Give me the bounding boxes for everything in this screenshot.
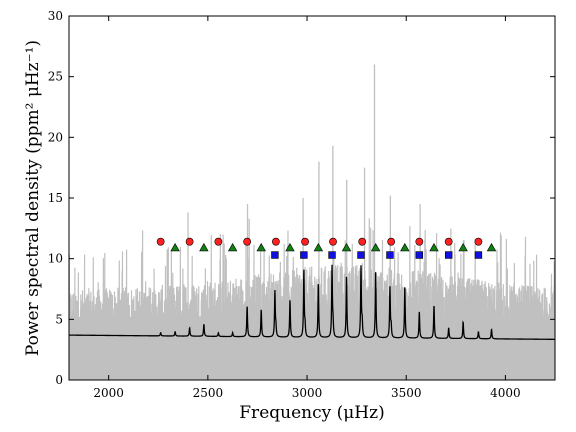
triangle-marker bbox=[313, 242, 324, 252]
square-marker bbox=[357, 251, 365, 259]
y-tick-label: 10 bbox=[48, 252, 63, 266]
y-tick-label: 20 bbox=[48, 130, 63, 144]
circle-marker bbox=[301, 237, 309, 246]
circle-marker bbox=[474, 237, 483, 246]
square-marker bbox=[300, 251, 308, 259]
y-tick-label: 5 bbox=[55, 312, 63, 326]
x-tick-label: 3500 bbox=[391, 386, 422, 400]
circle-marker bbox=[156, 237, 165, 246]
y-tick-label: 30 bbox=[48, 9, 63, 23]
triangle-marker bbox=[170, 242, 180, 252]
x-tick-label: 2000 bbox=[93, 386, 124, 400]
triangle-marker bbox=[227, 242, 238, 252]
square-marker bbox=[444, 251, 453, 259]
smoothed-spectrum-trace bbox=[69, 264, 555, 340]
triangle-marker bbox=[458, 242, 468, 252]
circle-marker bbox=[185, 237, 194, 246]
square-marker bbox=[474, 251, 483, 259]
square-marker bbox=[328, 251, 336, 259]
axis-ticks: 2000 2500 3000 3500 4000 0 5 10 15 20 25 30 bbox=[48, 9, 555, 400]
circle-marker bbox=[415, 237, 424, 246]
smoothed-spectrum bbox=[69, 264, 555, 340]
y-tick-label: 0 bbox=[55, 373, 63, 387]
circle-marker bbox=[329, 237, 337, 246]
square-marker bbox=[386, 251, 394, 259]
triangle-marker bbox=[199, 242, 209, 252]
y-tick-label: 25 bbox=[48, 70, 63, 84]
circle-marker bbox=[243, 237, 252, 246]
square-marker bbox=[415, 251, 424, 259]
triangle-marker bbox=[400, 242, 410, 252]
triangle-marker bbox=[429, 242, 439, 252]
x-tick-label: 3000 bbox=[292, 386, 323, 400]
triangle-marker bbox=[256, 242, 266, 252]
raw-spectrum-fill bbox=[69, 316, 555, 380]
y-tick-label: 15 bbox=[48, 191, 63, 205]
triangle-marker bbox=[285, 242, 295, 252]
circle-marker bbox=[358, 237, 367, 246]
mode-markers bbox=[156, 237, 497, 259]
triangle-marker bbox=[341, 242, 352, 252]
x-tick-label: 4000 bbox=[490, 386, 521, 400]
circle-marker bbox=[214, 237, 223, 246]
triangle-marker bbox=[486, 242, 497, 252]
y-axis-title: Power spectral density (ppm² μHz⁻¹) bbox=[23, 40, 43, 356]
circle-marker bbox=[271, 237, 280, 246]
triangle-marker bbox=[370, 242, 381, 252]
circle-marker bbox=[387, 237, 396, 246]
square-marker bbox=[271, 251, 279, 259]
x-tick-label: 2500 bbox=[193, 386, 224, 400]
x-axis-title: Frequency (μHz) bbox=[239, 403, 384, 423]
circle-marker bbox=[444, 237, 453, 246]
